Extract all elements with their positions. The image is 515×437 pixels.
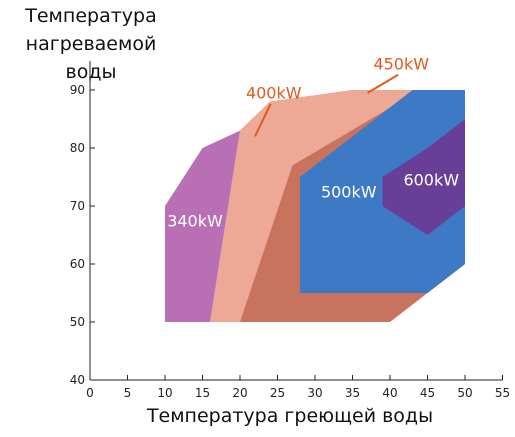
x-tick-label: 40	[382, 386, 397, 400]
callout-label-400kW: 400kW	[246, 84, 302, 103]
region-400kW	[210, 90, 420, 322]
x-tick-label: 10	[157, 386, 172, 400]
y-axis-title-line-2: нагреваемой воды	[25, 33, 157, 83]
y-tick-label: 80	[70, 141, 85, 155]
x-tick-label: 45	[420, 386, 435, 400]
y-axis-title-line-1: Температура	[25, 5, 157, 27]
x-tick-label: 20	[232, 386, 247, 400]
region-600kW	[382, 119, 465, 235]
callout-pointer-400kW	[254, 103, 272, 137]
y-tick-label: 90	[70, 83, 85, 97]
x-tick-label: 0	[86, 386, 94, 400]
x-tick-label: 35	[345, 386, 360, 400]
x-tick-label: 30	[307, 386, 322, 400]
axes-layer: 0 5 10 15 20 25 30 35 40 45 50 55 40 50 60 70 80 90	[70, 61, 510, 400]
y-tick-label: 40	[70, 373, 85, 387]
x-tick-label: 5	[124, 386, 132, 400]
regions-layer	[165, 90, 465, 322]
callout-label-450kW: 450kW	[373, 55, 429, 74]
x-tick-label: 55	[495, 386, 510, 400]
x-tick-label: 50	[457, 386, 472, 400]
region-340kW	[165, 130, 240, 322]
y-tick-label: 60	[70, 257, 85, 271]
y-tick-label: 50	[70, 315, 85, 329]
x-axis-title: Температура греющей воды	[146, 405, 434, 427]
x-tick-label: 25	[270, 386, 285, 400]
callout-pointer-450kW	[366, 73, 399, 94]
region-label-340kW: 340kW	[167, 211, 223, 230]
region-label-500kW: 500kW	[321, 182, 377, 201]
region-label-600kW: 600kW	[403, 171, 459, 190]
labels-layer: 340kW 500kW 600kW 400kW 450kW	[167, 55, 459, 231]
y-tick-label: 70	[70, 199, 85, 213]
y-axis-title: Температура нагреваемой воды	[6, 2, 176, 86]
x-tick-label: 15	[195, 386, 210, 400]
